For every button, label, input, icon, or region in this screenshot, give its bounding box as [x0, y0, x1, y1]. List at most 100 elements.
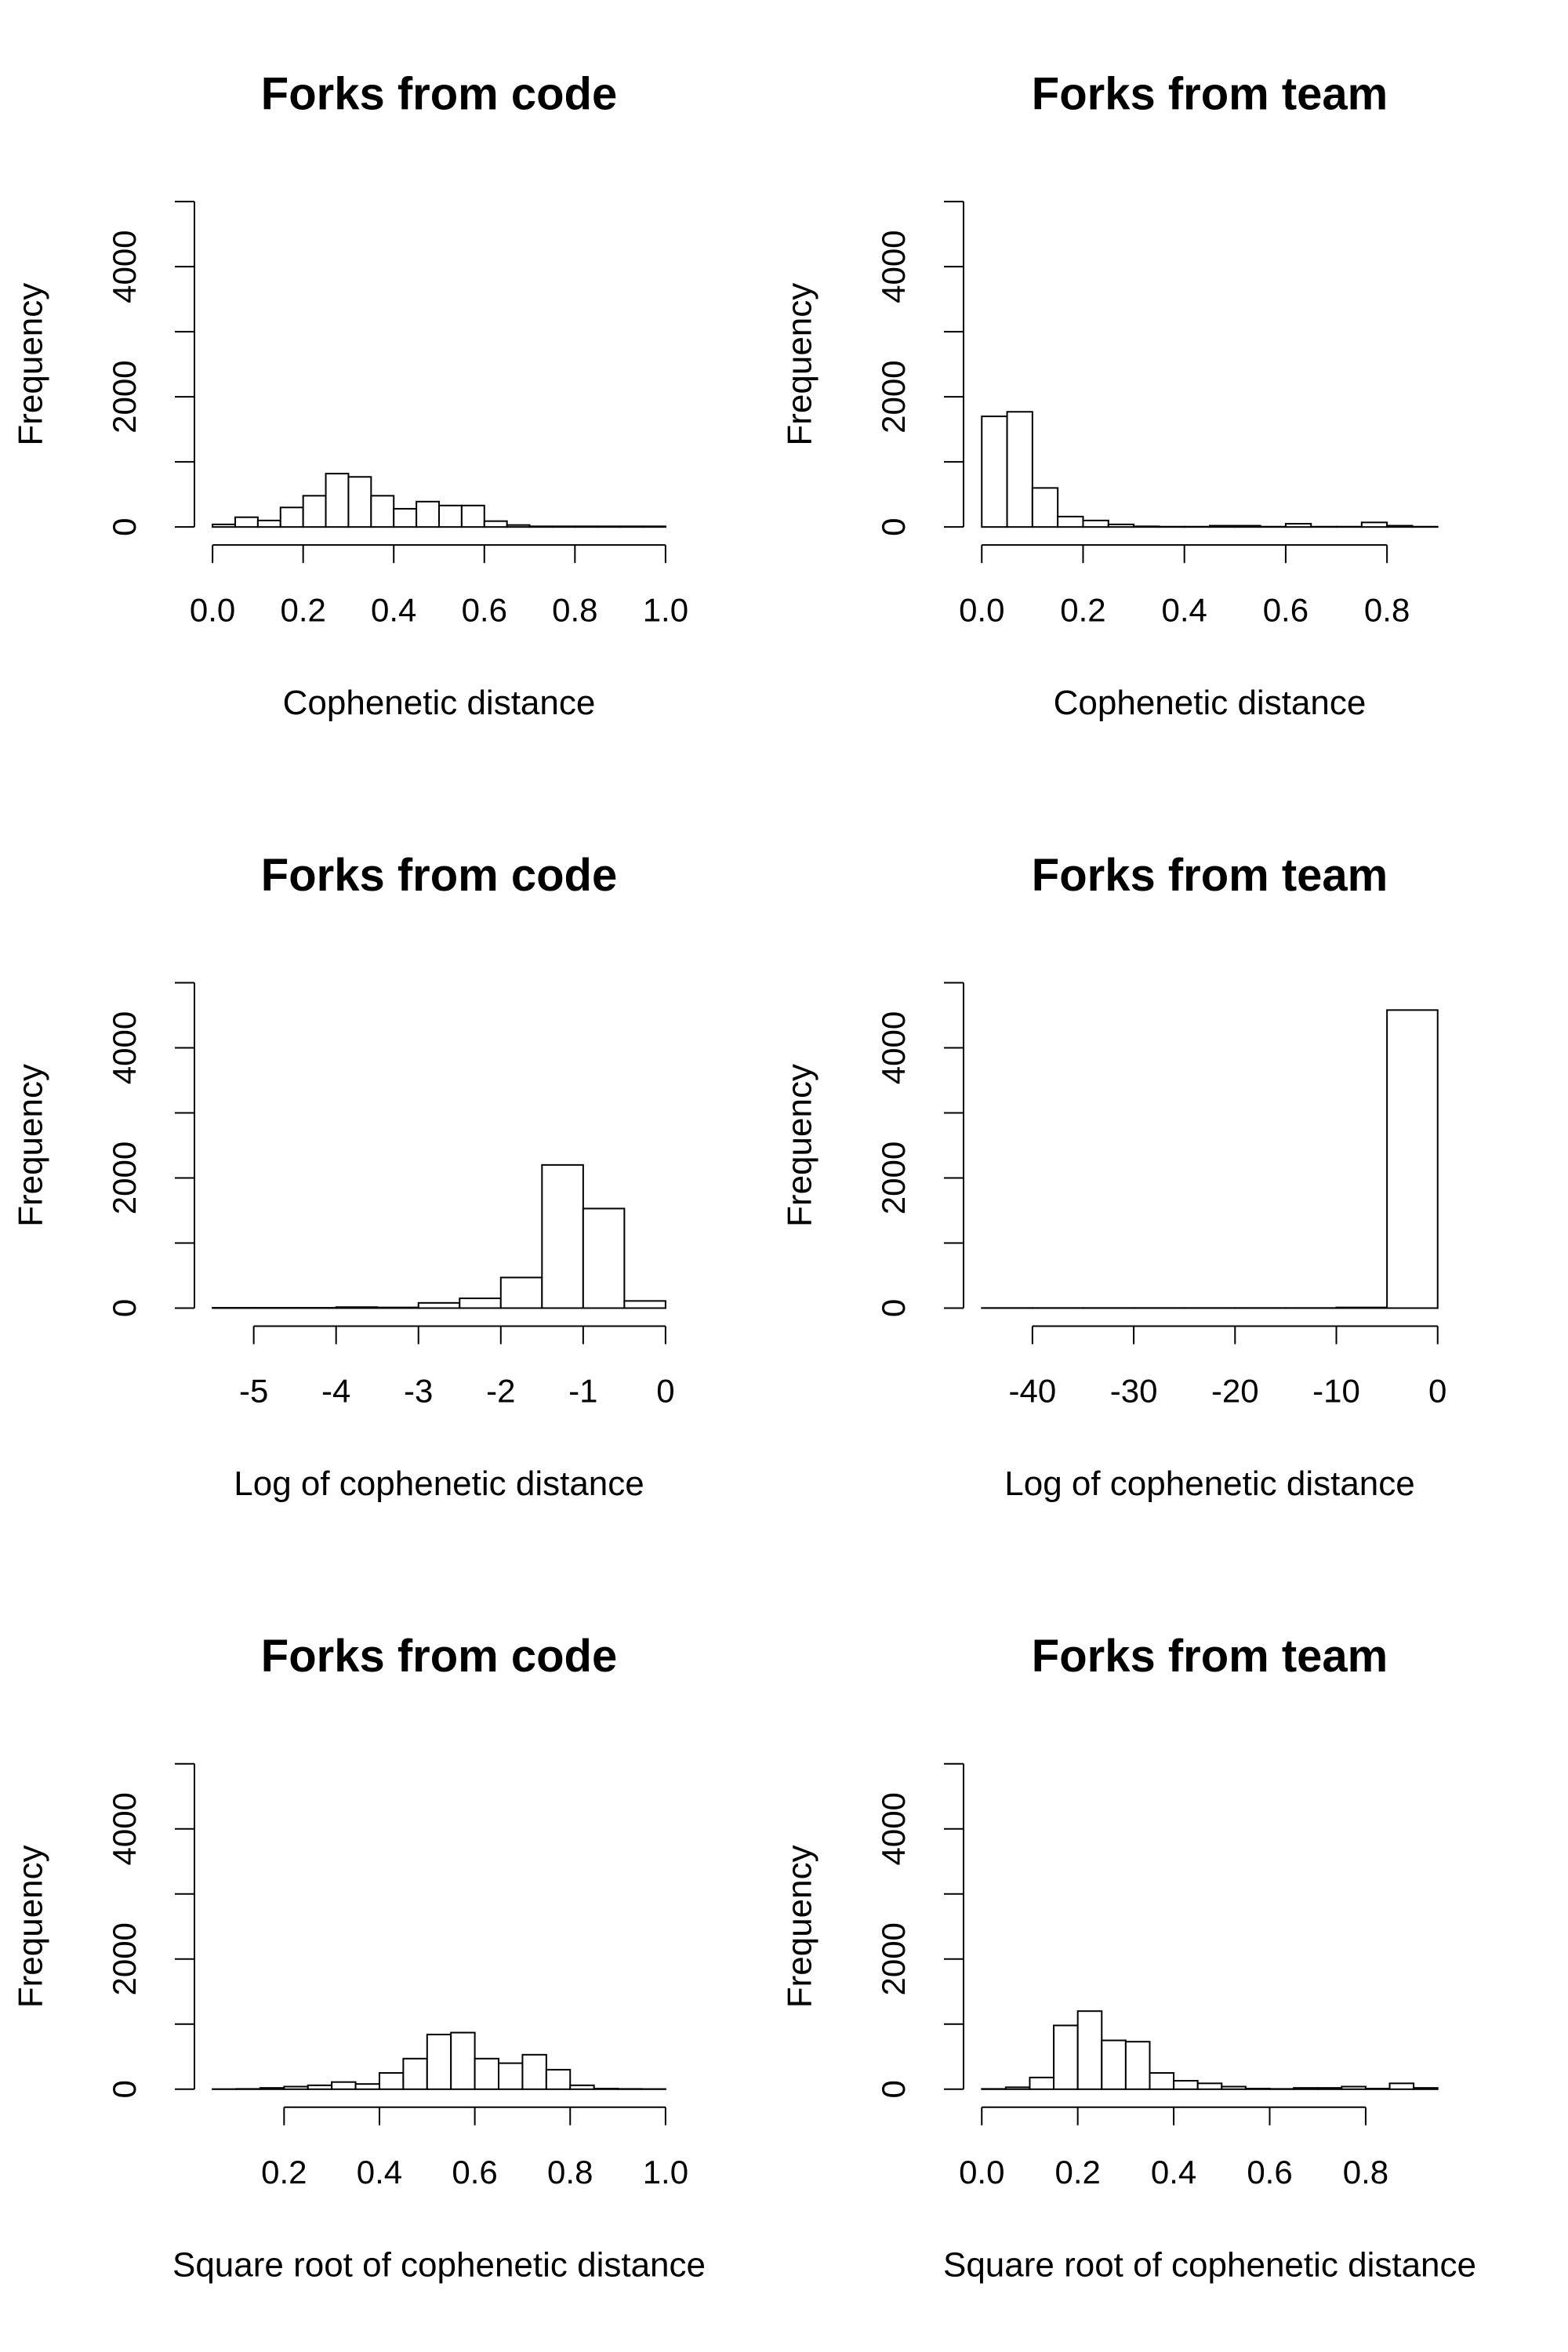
bar [642, 525, 666, 528]
y-tick-label: 2000 [106, 1142, 143, 1214]
x-tick-label: 0.0 [959, 2154, 1004, 2190]
bar [370, 495, 395, 528]
x-tick-label: 0.2 [1060, 591, 1105, 628]
x-tick-label: -30 [1110, 1373, 1158, 1410]
x-tick-label: 0.2 [1054, 2154, 1100, 2190]
bar [1101, 2039, 1127, 2090]
y-tick-label: 4000 [875, 1792, 912, 1865]
chart-title: Forks from code [261, 1631, 617, 1682]
bar [521, 2053, 547, 2090]
bar [335, 1306, 379, 1309]
bar [307, 2084, 333, 2090]
y-tick-label: 0 [875, 2080, 912, 2098]
x-tick-label: 0 [1428, 1373, 1446, 1410]
bar [1316, 2087, 1343, 2090]
bar [597, 525, 622, 528]
bar [1284, 523, 1312, 528]
bar [1133, 525, 1160, 528]
y-tick-label: 0 [875, 517, 912, 535]
bar [1209, 524, 1236, 528]
bar [1082, 519, 1109, 528]
bar [393, 507, 418, 528]
bar [582, 1207, 626, 1309]
bar [1388, 2082, 1415, 2090]
bar [1107, 523, 1135, 528]
bar [574, 525, 599, 528]
x-tick-label: 0.4 [371, 591, 416, 628]
bar [981, 416, 1008, 528]
bar [1234, 524, 1261, 528]
y-tick-label: 0 [106, 517, 143, 535]
x-axis-label: Log of cophenetic distance [234, 1465, 644, 1503]
y-tick-label: 0 [106, 2080, 143, 2098]
y-tick-label: 2000 [875, 360, 912, 433]
y-tick-label: 2000 [875, 1142, 912, 1214]
chart-title: Forks from team [1032, 69, 1388, 120]
chart-title: Forks from code [261, 850, 617, 901]
bar [302, 495, 327, 528]
x-tick-label: 0.8 [552, 591, 597, 628]
bar [354, 2083, 380, 2090]
x-tick-label: -10 [1312, 1373, 1360, 1410]
bar [541, 1163, 584, 1309]
bar [483, 520, 508, 528]
x-tick-label: 0.6 [1247, 2154, 1292, 2190]
bar [474, 2057, 500, 2090]
bar [1413, 2087, 1439, 2090]
chart-title: Forks from team [1032, 850, 1388, 901]
bar [499, 1276, 543, 1309]
bar [259, 2087, 285, 2090]
x-tick-label: 0.6 [462, 591, 507, 628]
bar [1341, 2085, 1367, 2090]
x-axis-label: Log of cophenetic distance [1004, 1465, 1415, 1503]
x-tick-label: 0.4 [357, 2154, 402, 2190]
x-tick-label: -40 [1009, 1373, 1057, 1410]
x-axis-label: Square root of cophenetic distance [943, 2245, 1476, 2284]
y-tick-label: 0 [875, 1299, 912, 1317]
y-tick-label: 4000 [106, 1792, 143, 1865]
x-tick-label: 0 [656, 1373, 674, 1410]
bar [623, 1300, 666, 1309]
bar [283, 2085, 309, 2090]
bar [498, 2062, 524, 2090]
bar [212, 523, 237, 528]
bar [417, 1301, 461, 1309]
bar [1057, 515, 1084, 528]
bar [459, 1298, 502, 1309]
bar [1386, 524, 1414, 528]
x-axis-label: Cophenetic distance [283, 684, 596, 722]
x-tick-label: 0.4 [1162, 591, 1207, 628]
y-tick-label: 2000 [106, 360, 143, 433]
bar [331, 2081, 357, 2090]
bar [1360, 521, 1388, 528]
bar [438, 504, 463, 528]
bar [545, 2068, 572, 2090]
x-tick-label: 0.4 [1151, 2154, 1196, 2190]
bar [279, 506, 304, 528]
y-axis-label: Frequency [12, 283, 50, 446]
bar [1053, 2024, 1079, 2090]
bar [1293, 2087, 1319, 2090]
x-tick-label: -3 [404, 1373, 433, 1410]
bar [378, 2072, 405, 2090]
x-tick-label: 0.8 [547, 2154, 593, 2190]
bar [1173, 2080, 1199, 2090]
bar [460, 504, 485, 528]
x-tick-label: 0.6 [452, 2154, 497, 2190]
x-tick-label: 0.0 [190, 591, 235, 628]
x-tick-label: 0.2 [261, 2154, 307, 2190]
x-tick-label: -4 [321, 1373, 350, 1410]
y-axis-label: Frequency [781, 1845, 819, 2008]
y-tick-label: 2000 [106, 1922, 143, 1995]
bar [325, 473, 350, 528]
y-tick-label: 4000 [875, 230, 912, 303]
x-axis-label: Square root of cophenetic distance [172, 2245, 706, 2284]
x-tick-label: 1.0 [643, 2154, 688, 2190]
bar [528, 525, 554, 528]
chart-title: Forks from team [1032, 1631, 1388, 1682]
bar [450, 2031, 476, 2090]
bar [619, 525, 644, 528]
x-tick-label: -5 [239, 1373, 268, 1410]
x-tick-label: 0.0 [959, 591, 1004, 628]
